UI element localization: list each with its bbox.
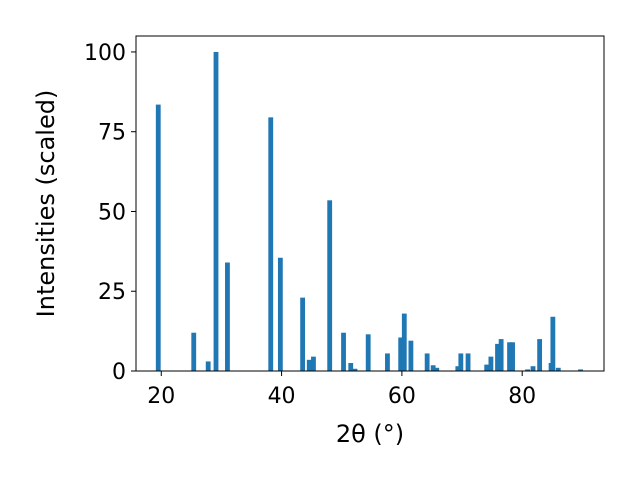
bar	[488, 356, 494, 371]
bar	[530, 366, 536, 371]
x-tick-label: 40	[268, 384, 296, 409]
y-tick-label: 0	[112, 360, 126, 385]
bar	[424, 353, 430, 371]
x-tick-label: 60	[388, 384, 416, 409]
bar	[191, 332, 197, 371]
bar	[510, 342, 515, 371]
plot-frame	[135, 35, 605, 372]
x-tick-label: 20	[147, 384, 175, 409]
x-axis-ticks: 20 40 60 80	[147, 371, 536, 409]
bar	[455, 366, 461, 371]
bar	[484, 364, 490, 371]
y-tick-label: 100	[84, 41, 126, 66]
y-axis-ticks: 0 25 50 75 100	[84, 41, 136, 385]
x-tick-label: 80	[508, 384, 536, 409]
bar	[408, 340, 414, 371]
bar	[430, 365, 436, 371]
bar	[401, 313, 407, 371]
bar	[550, 316, 556, 371]
bar	[352, 368, 358, 371]
bar	[225, 262, 230, 371]
bar	[525, 369, 531, 371]
bars-group	[155, 51, 583, 371]
bar	[277, 257, 283, 371]
y-tick-label: 25	[98, 280, 126, 305]
bar	[434, 367, 440, 371]
y-tick-label: 75	[98, 121, 126, 146]
bar	[495, 343, 500, 371]
bar	[348, 363, 354, 371]
bar	[311, 356, 316, 371]
bar	[465, 353, 471, 371]
bar	[537, 339, 543, 371]
bar	[306, 359, 312, 371]
bar	[300, 297, 306, 371]
bar	[385, 353, 390, 371]
bar	[578, 369, 583, 371]
x-axis-label: 2θ (°)	[336, 420, 404, 448]
bar	[327, 200, 333, 371]
bar	[341, 332, 346, 371]
bar	[398, 337, 404, 371]
bar	[155, 104, 161, 371]
bar	[268, 117, 274, 371]
y-axis-label: Intensities (scaled)	[32, 90, 60, 318]
bar	[498, 339, 504, 371]
bar	[458, 353, 464, 371]
bar	[213, 51, 219, 371]
bar	[507, 342, 512, 371]
bar	[555, 367, 561, 371]
bar	[365, 334, 371, 371]
bar	[205, 361, 211, 371]
y-tick-label: 50	[98, 200, 126, 225]
